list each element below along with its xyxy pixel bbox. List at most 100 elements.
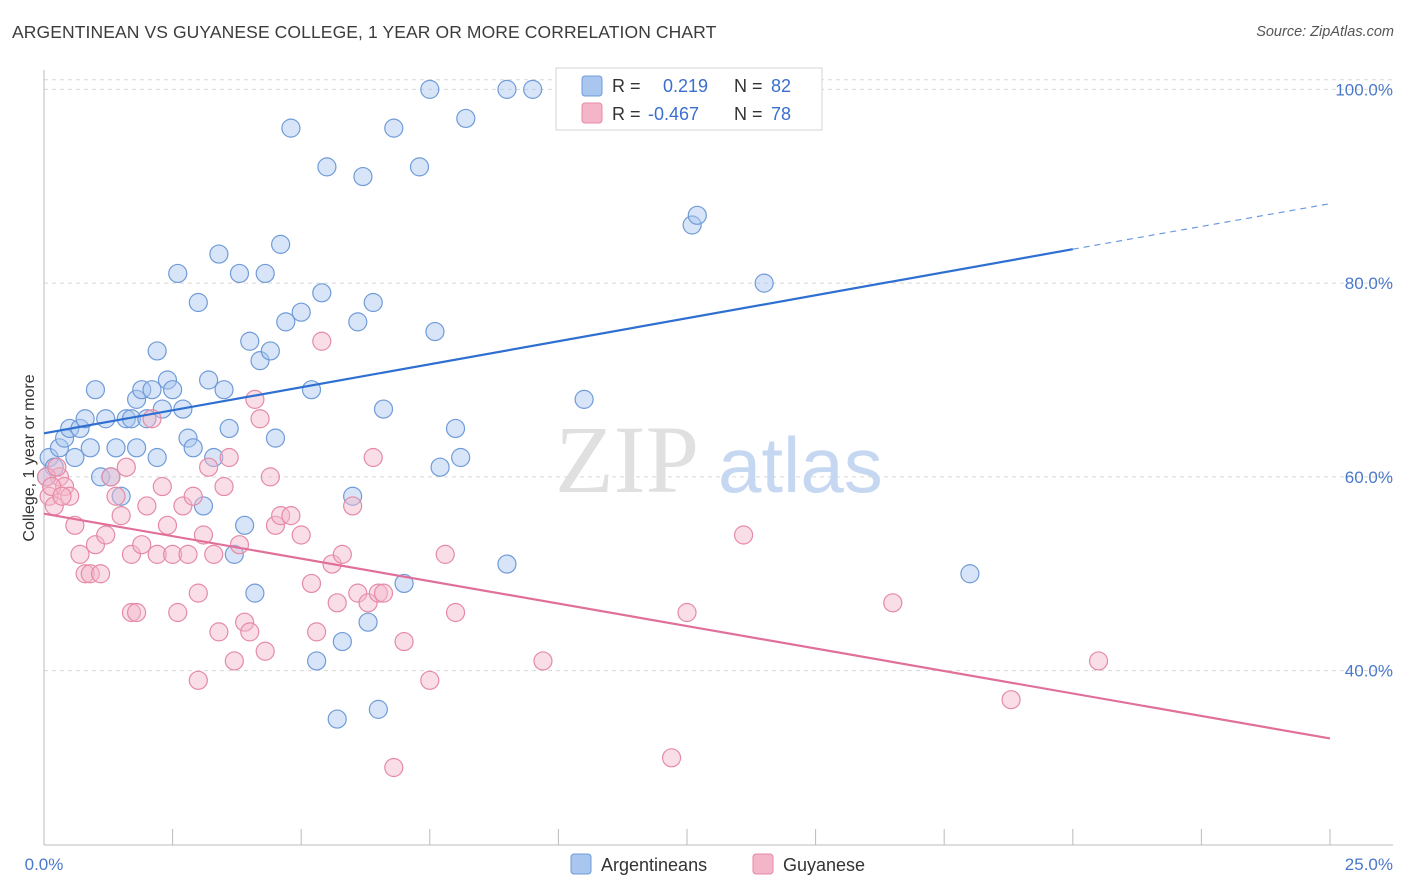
argentineans-point-56 xyxy=(332,631,352,652)
argentineans-point-70 xyxy=(445,418,466,439)
correlation-legend: R = 0.219 N = 82 R = -0.467 N = 78 xyxy=(555,67,823,131)
argentineans-point-61 xyxy=(363,292,383,313)
guyanese-point-39 xyxy=(229,535,250,555)
series-guyanese-points xyxy=(36,331,1109,778)
argentineans-point-23 xyxy=(147,341,167,361)
argentineans-point-79 xyxy=(754,273,774,293)
argentineans-point-53 xyxy=(312,283,332,303)
guyanese-point-57 xyxy=(348,583,368,603)
legend-item-argentineans-swatch xyxy=(570,853,592,875)
argentineans-point-80 xyxy=(960,564,980,584)
argentineans-point-55 xyxy=(327,709,347,729)
argentineans-point-44 xyxy=(255,263,275,284)
argentineans-point-29 xyxy=(178,428,198,448)
legend-n-value-pink: 78 xyxy=(771,104,791,124)
argentineans-point-13 xyxy=(106,438,126,458)
guyanese-point-69 xyxy=(677,602,697,623)
argentineans-point-22 xyxy=(147,447,167,468)
argentineans-point-27 xyxy=(168,263,188,284)
argentineans-point-38 xyxy=(224,544,244,564)
guyanese-point-62 xyxy=(384,757,404,778)
argentineans-point-41 xyxy=(240,331,260,351)
guyanese-point-12 xyxy=(101,467,121,487)
y-tick-label-0: 40.0% xyxy=(1345,662,1393,681)
argentineans-point-62 xyxy=(368,699,388,719)
argentineans-point-72 xyxy=(456,108,476,129)
legend-item-guyanese-swatch xyxy=(752,853,774,875)
argentineans-point-34 xyxy=(204,447,224,468)
argentineans-point-45 xyxy=(260,341,280,361)
guyanese-point-7 xyxy=(75,564,95,584)
argentineans-point-17 xyxy=(126,389,147,409)
guyanese-point-44 xyxy=(255,641,275,661)
guyanese-point-37 xyxy=(219,447,239,468)
axes xyxy=(43,70,1393,846)
argentineans-point-54 xyxy=(317,157,337,177)
argentineans-point-25 xyxy=(157,370,178,390)
argentineans-point-2 xyxy=(49,438,70,458)
guyanese-point-55 xyxy=(332,544,352,564)
guyanese-trend-line xyxy=(43,512,1331,740)
argentineans-point-68 xyxy=(425,321,445,342)
guyanese-point-29 xyxy=(183,486,203,506)
guyanese-point-42 xyxy=(245,389,265,409)
guyanese-point-38 xyxy=(224,651,244,671)
guyanese-point-31 xyxy=(188,670,208,690)
guyanese-point-64 xyxy=(420,670,440,690)
guyanese-point-27 xyxy=(173,496,193,516)
argentineans-trend-line xyxy=(43,248,1073,435)
guyanese-point-70 xyxy=(733,525,754,545)
guyanese-point-52 xyxy=(312,331,332,351)
argentineans-point-52 xyxy=(307,651,327,671)
chart-title: ARGENTINEAN VS GUYANESE COLLEGE, 1 YEAR … xyxy=(12,22,717,42)
guyanese-point-10 xyxy=(90,564,111,584)
y-axis-label: College, 1 year or more xyxy=(21,374,38,541)
guyanese-point-35 xyxy=(209,622,229,642)
argentineans-point-42 xyxy=(245,583,265,603)
guyanese-point-63 xyxy=(394,631,414,652)
guyanese-point-73 xyxy=(1088,651,1109,671)
guyanese-point-77 xyxy=(52,486,72,506)
guyanese-point-32 xyxy=(193,525,214,545)
source-label: Source: ZipAtlas.com xyxy=(1256,24,1394,40)
guyanese-point-24 xyxy=(157,515,178,535)
series-argentineans-points xyxy=(36,79,980,729)
guyanese-point-33 xyxy=(199,457,219,477)
guyanese-point-41 xyxy=(240,622,260,642)
y-tick-labels: 40.0% 60.0% 80.0% 100.0% xyxy=(1335,80,1393,680)
legend-item-guyanese: Guyanese xyxy=(783,855,865,875)
argentineans-point-67 xyxy=(420,79,440,99)
argentineans-point-50 xyxy=(291,302,311,322)
guyanese-point-14 xyxy=(111,506,131,526)
guyanese-point-30 xyxy=(188,583,208,603)
argentineans-point-31 xyxy=(188,292,208,313)
guyanese-point-51 xyxy=(307,622,327,642)
argentineans-point-14 xyxy=(111,486,131,506)
argentineans-point-77 xyxy=(682,215,702,235)
argentineans-point-63 xyxy=(373,399,394,419)
argentineans-point-75 xyxy=(523,79,543,99)
argentineans-point-8 xyxy=(80,438,100,458)
series-legend: Argentineans Guyanese xyxy=(570,853,865,875)
argentineans-point-37 xyxy=(219,418,239,439)
guyanese-point-36 xyxy=(214,476,234,497)
guyanese-point-15 xyxy=(116,457,136,477)
argentineans-point-60 xyxy=(358,612,378,632)
guyanese-point-76 xyxy=(47,457,67,477)
argentineans-point-49 xyxy=(281,118,301,138)
argentineans-point-11 xyxy=(96,409,116,429)
legend-n-label-pink: N = xyxy=(734,104,763,124)
watermark-zip: ZIP xyxy=(555,406,699,513)
guyanese-point-72 xyxy=(1001,690,1021,710)
guyanese-point-26 xyxy=(168,602,188,623)
guyanese-point-71 xyxy=(883,593,903,613)
argentineans-point-71 xyxy=(451,447,471,468)
argentineans-point-36 xyxy=(214,380,234,400)
guyanese-point-28 xyxy=(178,544,198,564)
guyanese-point-68 xyxy=(661,748,682,768)
y-tick-label-1: 60.0% xyxy=(1345,468,1393,487)
argentineans-point-5 xyxy=(65,447,85,468)
guyanese-point-9 xyxy=(85,535,106,555)
guyanese-point-43 xyxy=(250,409,270,429)
guyanese-point-6 xyxy=(70,544,90,564)
